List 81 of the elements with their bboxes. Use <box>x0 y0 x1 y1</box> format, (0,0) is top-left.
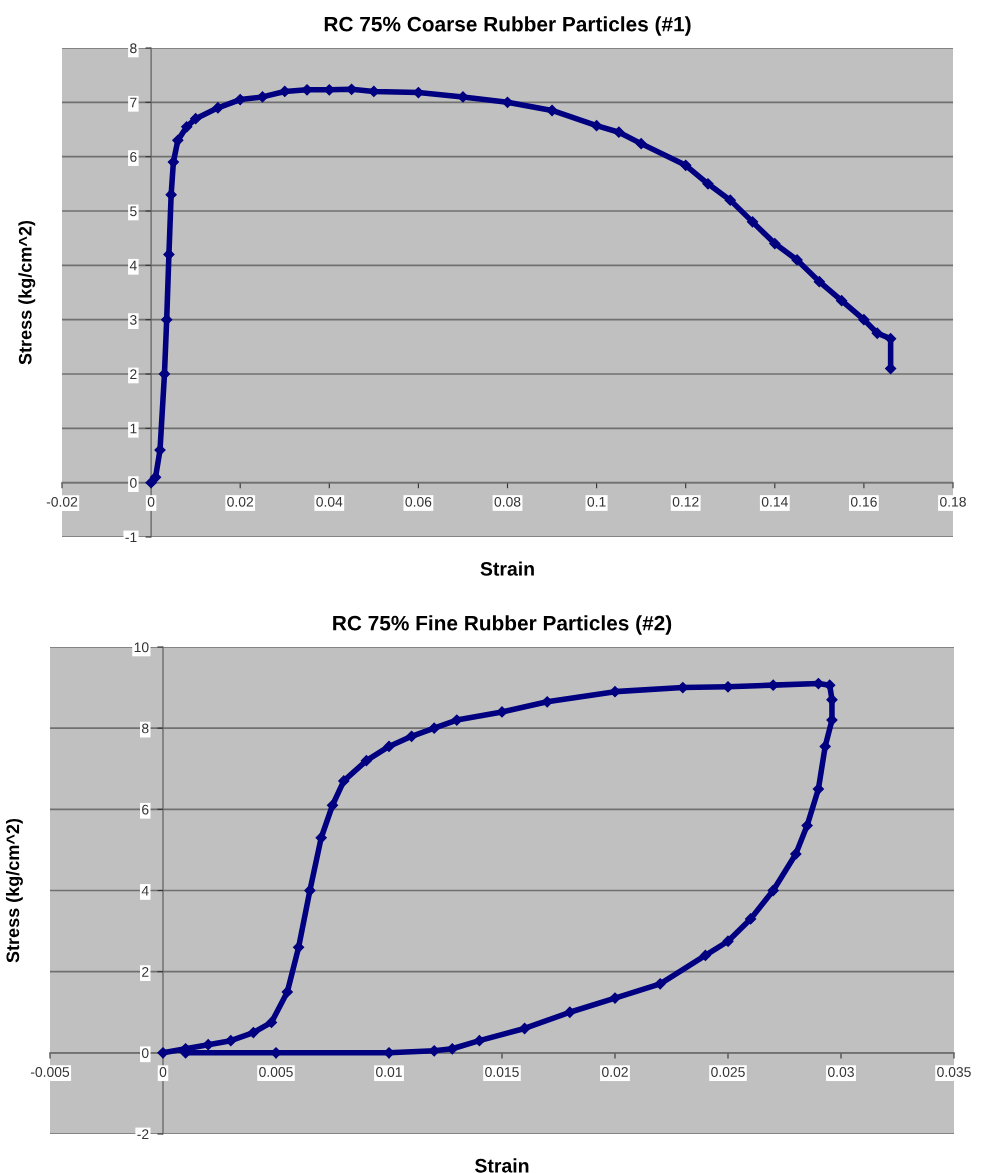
chart-title: RC 75% Coarse Rubber Particles (#1) <box>324 16 691 36</box>
x-tick-label: 0.02 <box>602 1067 628 1077</box>
point <box>871 327 883 339</box>
x-tick-label: 0.14 <box>761 496 788 507</box>
x-tick-label: 0.12 <box>672 496 699 507</box>
point <box>744 913 757 925</box>
point <box>338 775 350 787</box>
y-tick-label: 4 <box>129 260 137 271</box>
point <box>813 276 825 288</box>
x-tick-label: 0.08 <box>494 496 521 507</box>
x-tick-label: -0.02 <box>46 496 78 507</box>
x-tick-label: -0.005 <box>30 1067 70 1077</box>
point <box>234 94 246 106</box>
y-tick-label: 7 <box>130 97 137 108</box>
y-tick-label: 1 <box>130 423 137 434</box>
y-tick-label: 8 <box>130 43 137 54</box>
y-tick-label: 5 <box>130 206 137 217</box>
point <box>790 848 802 860</box>
x-tick-label: 0.02 <box>227 496 254 507</box>
x-tick-label: 0.16 <box>850 496 877 507</box>
point <box>767 884 779 897</box>
y-tick-label: 2 <box>130 369 137 380</box>
point <box>702 178 714 190</box>
point <box>172 134 184 146</box>
point <box>680 159 692 171</box>
point <box>635 138 647 150</box>
y-axis-title: Stress (kg/cm^2) <box>5 818 23 963</box>
point <box>746 216 759 228</box>
point <box>190 113 202 125</box>
x-axis-title: Strain <box>475 1158 529 1173</box>
point <box>590 120 603 132</box>
y-tick-label: -2 <box>137 1129 149 1140</box>
point <box>724 194 736 206</box>
point <box>265 1016 278 1029</box>
y-tick-label: 3 <box>130 315 137 325</box>
x-tick-label: 0.18 <box>940 496 966 507</box>
x-axis-title: Strain <box>480 561 534 576</box>
y-tick-label: -1 <box>125 532 137 543</box>
chart-title: RC 75% Fine Rubber Particles (#2) <box>333 615 672 635</box>
y-tick-label: 8 <box>141 723 149 734</box>
x-tick-label: 0.035 <box>937 1067 971 1077</box>
x-tick-label: 0 <box>159 1067 167 1077</box>
point <box>824 679 836 691</box>
x-tick-label: 0.04 <box>316 496 343 507</box>
point <box>613 126 625 138</box>
y-axis-title: Stress (kg/cm^2) <box>18 220 36 365</box>
x-tick-label: 0.005 <box>259 1067 293 1077</box>
x-tick-label: 0.015 <box>485 1067 519 1077</box>
y-tick-label: 0 <box>141 1048 149 1058</box>
point <box>791 254 803 266</box>
point <box>722 935 734 947</box>
x-tick-label: 0.06 <box>405 496 432 507</box>
point <box>428 722 440 734</box>
y-tick-label: 2 <box>142 967 149 977</box>
x-tick-label: 0.01 <box>376 1067 402 1077</box>
y-tick-label: 4 <box>141 885 149 896</box>
point <box>654 978 666 990</box>
x-tick-label: 0.03 <box>828 1067 854 1077</box>
point <box>836 295 848 307</box>
point <box>212 102 224 114</box>
point <box>564 1006 576 1018</box>
point <box>157 1047 169 1059</box>
point <box>546 104 558 117</box>
point <box>769 237 781 250</box>
point <box>383 740 395 753</box>
y-tick-label: 0 <box>130 478 137 488</box>
point <box>247 1026 260 1039</box>
y-tick-label: 10 <box>134 642 149 653</box>
point <box>326 799 339 811</box>
x-tick-label: 0.025 <box>711 1067 745 1077</box>
y-tick-label: 6 <box>130 152 137 162</box>
point <box>405 730 418 742</box>
point <box>858 314 870 326</box>
point <box>281 986 293 998</box>
x-tick-label: 0.1 <box>587 496 606 507</box>
point <box>225 1035 237 1047</box>
point <box>181 121 193 133</box>
point <box>145 477 157 489</box>
y-tick-label: 6 <box>142 804 149 815</box>
point <box>699 949 712 962</box>
point <box>360 755 373 767</box>
